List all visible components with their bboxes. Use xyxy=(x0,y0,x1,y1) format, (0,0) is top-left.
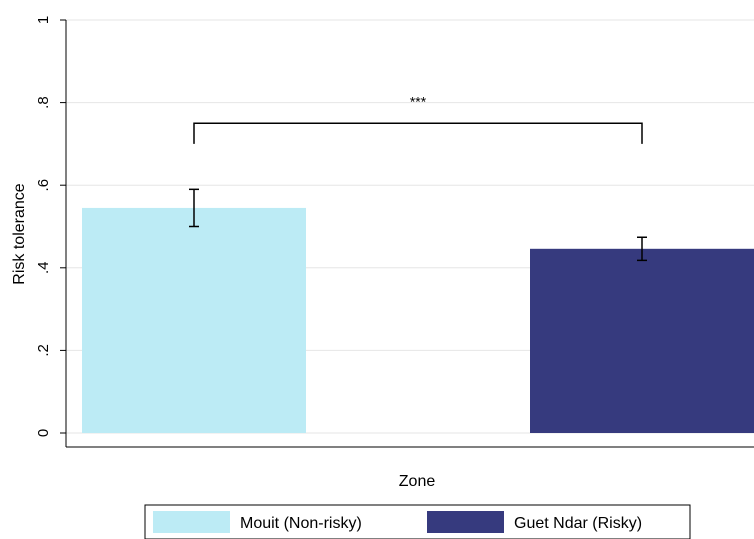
significance-stars: *** xyxy=(410,93,427,109)
legend-label-1: Guet Ndar (Risky) xyxy=(514,515,642,532)
legend: Mouit (Non-risky) Guet Ndar (Risky) xyxy=(144,504,691,539)
y-tick-label: 0 xyxy=(35,429,52,437)
axes xyxy=(65,20,754,448)
bar-1 xyxy=(530,248,754,433)
significance-bracket xyxy=(193,122,643,144)
bars xyxy=(82,207,754,433)
x-axis-label: Zone xyxy=(399,473,436,490)
y-tick-label: .6 xyxy=(35,179,52,192)
y-tick-label: .2 xyxy=(35,344,52,357)
legend-swatch-1 xyxy=(427,511,504,533)
y-tick-label: .4 xyxy=(35,262,52,275)
y-ticks: 0 .2 .4 .6 .8 1 xyxy=(35,16,66,437)
y-tick-label: .8 xyxy=(35,96,52,109)
y-tick-label: 1 xyxy=(35,16,52,24)
legend-label-0: Mouit (Non-risky) xyxy=(240,515,362,532)
error-bars xyxy=(189,188,647,262)
y-axis-label: Risk tolerance xyxy=(11,183,28,284)
bar-0 xyxy=(82,207,306,433)
legend-frame xyxy=(144,504,691,539)
significance-annotation: *** xyxy=(193,93,643,144)
legend-swatch-0 xyxy=(153,511,230,533)
